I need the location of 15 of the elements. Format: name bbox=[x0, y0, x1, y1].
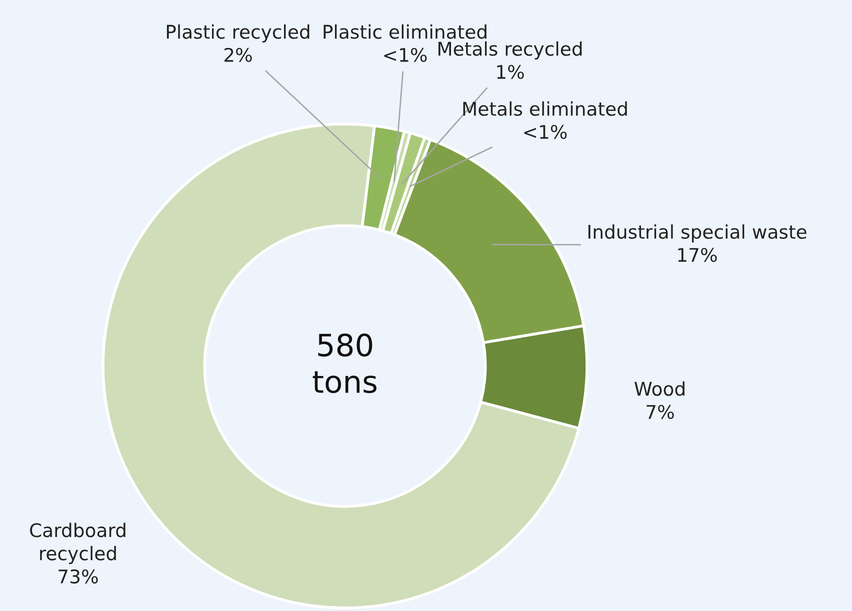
text: 580 tons bbox=[312, 333, 376, 394]
slice-label: Industrial special waste bbox=[588, 224, 806, 243]
data-label: 2% bbox=[224, 48, 252, 62]
data-label: 1% bbox=[497, 64, 524, 80]
slice-label: Metals eliminated bbox=[463, 101, 627, 116]
slice-label: Plastic eliminated bbox=[324, 24, 486, 39]
data-label: 73% bbox=[58, 569, 98, 584]
slice-label: Cardboard recycled bbox=[30, 522, 126, 564]
data-label: 17% bbox=[678, 248, 717, 262]
slice-label: Wood bbox=[634, 381, 684, 396]
slice-label: Plastic recycled bbox=[166, 24, 310, 43]
data-label: <1% bbox=[524, 124, 567, 140]
data-label: <1% bbox=[384, 48, 427, 62]
slice-label: Metals recycled bbox=[438, 41, 582, 60]
data-label: 7% bbox=[646, 404, 674, 420]
